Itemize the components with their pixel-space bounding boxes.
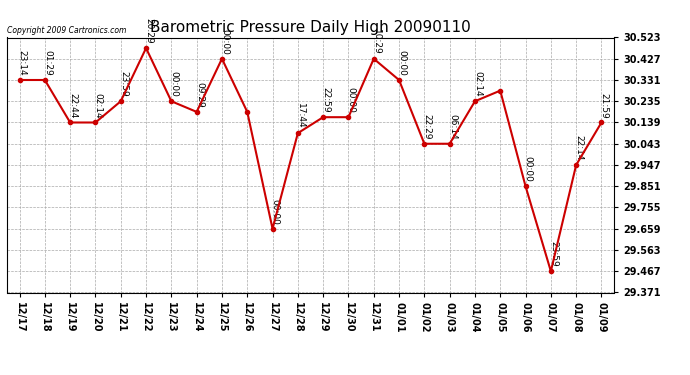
Text: 06:14: 06:14 (448, 114, 457, 140)
Text: 23:14: 23:14 (18, 50, 27, 76)
Text: 22:14: 22:14 (575, 135, 584, 161)
Text: 02:14: 02:14 (473, 72, 482, 97)
Text: 00:00: 00:00 (397, 50, 406, 76)
Text: 22:59: 22:59 (322, 87, 331, 113)
Text: 21:59: 21:59 (600, 93, 609, 118)
Text: 00:00: 00:00 (220, 29, 229, 55)
Text: 01:29: 01:29 (43, 50, 52, 76)
Text: 23:59: 23:59 (549, 242, 558, 267)
Text: 22:44: 22:44 (68, 93, 77, 118)
Text: 00:00: 00:00 (524, 156, 533, 182)
Title: Barometric Pressure Daily High 20090110: Barometric Pressure Daily High 20090110 (150, 20, 471, 35)
Text: 22:29: 22:29 (423, 114, 432, 140)
Text: 17:44: 17:44 (296, 104, 305, 129)
Text: 23:59: 23:59 (119, 71, 128, 97)
Text: 00:00: 00:00 (347, 87, 356, 113)
Text: Copyright 2009 Cartronics.com: Copyright 2009 Cartronics.com (7, 26, 126, 35)
Text: 00:00: 00:00 (271, 199, 280, 225)
Text: 02:14: 02:14 (94, 93, 103, 118)
Text: 00:00: 00:00 (170, 71, 179, 97)
Text: 09:29: 09:29 (195, 82, 204, 108)
Text: 10:29: 10:29 (372, 29, 381, 55)
Text: 20:29: 20:29 (144, 18, 153, 44)
